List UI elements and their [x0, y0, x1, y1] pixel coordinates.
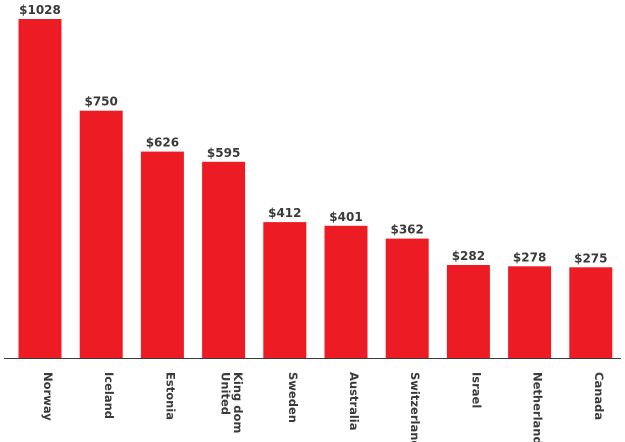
category-label-norway: Norway	[41, 372, 55, 421]
category-label-israel: Israel	[469, 372, 483, 408]
bar-sweden	[263, 222, 307, 358]
bar-australia	[324, 225, 368, 358]
value-label-canada: $275	[574, 251, 607, 265]
category-label-line: Netherlands	[531, 372, 545, 442]
value-label-united-kingdom: $595	[207, 146, 240, 160]
category-label-line: Estonia	[163, 372, 177, 420]
bar-norway	[18, 19, 62, 358]
bar-israel	[446, 265, 490, 358]
category-label-united-kingdom: UnitedKing dom	[218, 372, 245, 433]
category-label-line: Canada	[592, 372, 606, 420]
category-labels-group: Norway Iceland Estonia UnitedKing dom Sweden…	[41, 372, 606, 442]
category-label-switzerland: Switzerland	[408, 372, 422, 442]
bars-group	[18, 19, 613, 358]
value-label-netherlands: $278	[513, 250, 546, 264]
bar-netherlands	[508, 266, 552, 358]
category-label-australia: Australia	[347, 372, 361, 431]
bar-iceland	[79, 110, 123, 358]
bar-switzerland	[385, 238, 429, 358]
category-label-line: King dom	[231, 372, 245, 433]
value-label-norway: $1028	[19, 3, 61, 17]
category-label-sweden: Sweden	[286, 372, 300, 423]
category-label-line: Australia	[347, 372, 361, 431]
bar-united-kingdom	[202, 161, 246, 358]
value-labels-group: $1028 $750 $626 $595 $412 $401 $362 $282 $278 $27…	[19, 3, 607, 265]
value-label-iceland: $750	[84, 95, 117, 109]
category-label-netherlands: Netherlands	[531, 372, 545, 442]
value-label-sweden: $412	[268, 206, 301, 220]
value-label-australia: $401	[329, 210, 362, 224]
bar-estonia	[140, 151, 184, 358]
category-label-line: Norway	[41, 372, 55, 421]
category-label-line: Iceland	[102, 372, 116, 419]
category-label-line: United	[218, 372, 232, 415]
category-label-line: Switzerland	[408, 372, 422, 442]
value-label-switzerland: $362	[390, 223, 423, 237]
category-label-line: Israel	[469, 372, 483, 408]
bar-canada	[569, 267, 613, 358]
category-label-line: Sweden	[286, 372, 300, 423]
category-label-iceland: Iceland	[102, 372, 116, 419]
category-label-estonia: Estonia	[163, 372, 177, 420]
value-label-israel: $282	[452, 249, 485, 263]
category-label-canada: Canada	[592, 372, 606, 420]
value-label-estonia: $626	[146, 136, 179, 150]
